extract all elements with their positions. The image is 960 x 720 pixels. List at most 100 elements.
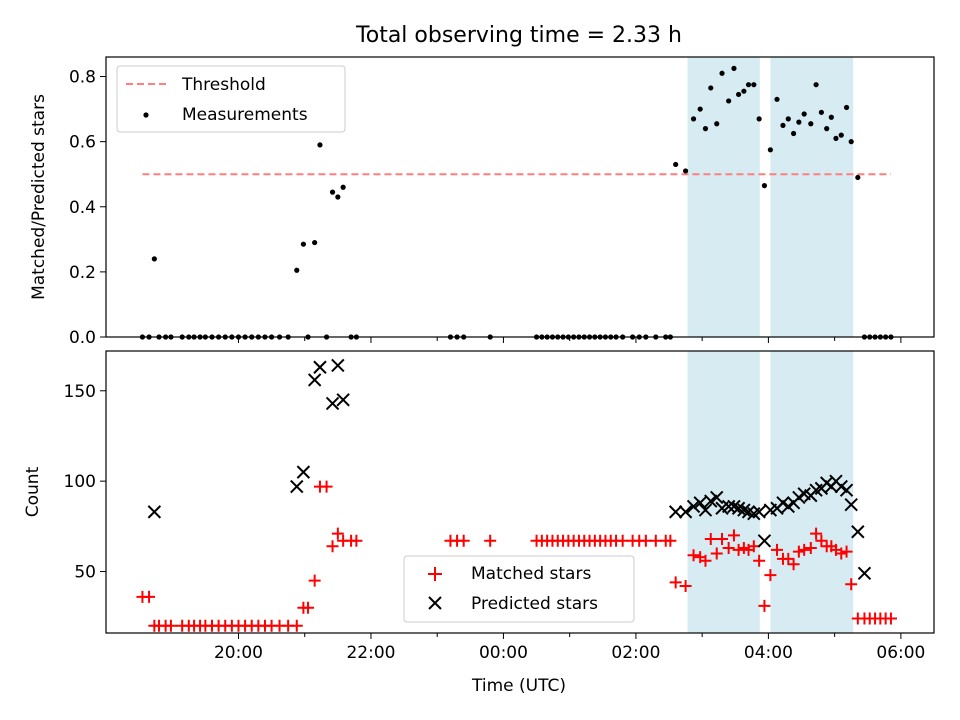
predicted-star-point	[331, 358, 345, 373]
matched-star-point	[679, 580, 692, 592]
legend-predicted-label: Predicted stars	[471, 594, 598, 614]
top-panel: 0.00.20.40.60.8 Matched/Predicted stars …	[29, 56, 935, 348]
measurement-point	[756, 116, 762, 122]
matched-star-point	[302, 601, 315, 614]
legend-measurements-swatch	[143, 112, 149, 118]
matched-star-point	[840, 545, 853, 558]
matched-star-point	[727, 529, 740, 542]
figure-title: Total observing time = 2.33 h	[355, 23, 682, 48]
matched-star-point	[782, 552, 795, 565]
bottom-plot-marks	[136, 358, 897, 632]
measurement-point	[300, 241, 306, 247]
measurement-point	[683, 168, 689, 174]
predicted-star-point	[857, 566, 872, 581]
legend-matched-swatch	[428, 567, 442, 581]
predicted-star-point	[325, 396, 340, 411]
matched-star-point	[787, 558, 800, 571]
matched-star-point	[710, 547, 723, 560]
measurement-point	[719, 70, 725, 76]
predicted-star-point	[686, 499, 701, 514]
y-tick-label: 0.2	[69, 263, 96, 283]
legend-predicted-swatch	[428, 596, 442, 610]
top-axes-frame	[105, 56, 935, 338]
measurement-point	[335, 194, 341, 200]
matched-star-point	[716, 533, 729, 545]
measurement-point	[745, 82, 752, 88]
measurement-point	[785, 116, 791, 122]
matched-star-point	[758, 599, 771, 612]
top-y-axis-label: Matched/Predicted stars	[29, 94, 49, 300]
bottom-legend: Matched stars Predicted stars	[403, 555, 635, 623]
measurement-point	[735, 91, 742, 98]
predicted-star-point	[313, 360, 327, 374]
observing-span	[687, 351, 760, 633]
measurement-point	[767, 147, 773, 153]
x-tick-label: 04:00	[744, 643, 793, 663]
matched-star-point	[747, 540, 760, 553]
matched-star-point	[804, 542, 817, 555]
measurement-point	[833, 135, 839, 141]
matched-star-point	[664, 534, 677, 547]
matched-star-point	[764, 569, 777, 582]
matched-star-point	[320, 480, 333, 493]
measurement-point	[808, 121, 814, 127]
measurement-point	[151, 256, 157, 262]
measurement-point	[855, 174, 861, 181]
matched-star-point	[484, 534, 497, 547]
predicted-star-point	[290, 479, 304, 494]
y-tick-label: 150	[64, 382, 96, 402]
measurement-point	[751, 82, 757, 88]
top-legend: Threshold Measurements	[116, 65, 346, 133]
measurement-point	[340, 184, 346, 190]
measurement-point	[317, 142, 323, 148]
measurement-point	[801, 111, 807, 117]
legend-threshold-label: Threshold	[181, 75, 266, 95]
predicted-star-point	[757, 534, 772, 548]
measurement-point	[828, 114, 834, 120]
bottom-x-ticks: 20:00 22:00 00:00 02:00 04:00 06:00	[214, 633, 925, 663]
measurement-point	[726, 98, 732, 104]
y-tick-label: 0.8	[69, 68, 96, 88]
matched-star-point	[792, 545, 805, 558]
predicted-star-point	[147, 505, 162, 519]
measurement-point	[838, 132, 844, 138]
matched-star-point	[753, 554, 766, 567]
measurement-point	[714, 121, 720, 127]
matched-star-point	[771, 543, 784, 556]
measurement-point	[697, 106, 703, 112]
bottom-y-ticks: 50 100 150	[64, 382, 106, 583]
y-tick-label: 50	[74, 563, 96, 583]
measurement-point	[741, 88, 747, 94]
measurement-point	[312, 239, 318, 246]
measurement-point	[824, 126, 830, 132]
matched-star-point	[457, 534, 470, 547]
measurement-point	[848, 139, 854, 145]
predicted-star-point	[336, 393, 350, 407]
matched-star-point	[810, 527, 823, 540]
measurement-point	[294, 267, 300, 273]
bottom-panel: 20:00 22:00 00:00 02:00 04:00 06:00 50100150 …	[23, 350, 935, 663]
y-tick-label: 0.4	[69, 198, 96, 218]
top-x-ticks	[237, 337, 902, 343]
matched-star-point	[884, 612, 897, 625]
predicted-star-point	[668, 505, 683, 519]
measurement-point	[818, 109, 824, 115]
y-tick-label: 0.6	[69, 133, 96, 153]
bottom-axes-frame	[105, 350, 935, 634]
observing-span	[770, 57, 854, 337]
bottom-observing-spans	[687, 351, 854, 633]
measurement-point	[761, 183, 768, 189]
top-observing-spans	[687, 57, 854, 337]
measurement-point	[673, 161, 679, 168]
matched-star-point	[845, 578, 858, 591]
matched-star-point	[308, 574, 321, 587]
matched-star-point	[815, 534, 828, 547]
y-tick-label: 0.0	[69, 328, 96, 348]
measurement-point	[813, 82, 819, 88]
measurement-point	[790, 130, 797, 137]
observing-span	[770, 351, 854, 633]
predicted-star-point	[839, 483, 854, 497]
matched-star-point	[326, 540, 339, 553]
top-y-ticks: 0.0 0.2 0.4 0.6 0.8	[69, 68, 106, 348]
predicted-star-point	[678, 505, 693, 519]
